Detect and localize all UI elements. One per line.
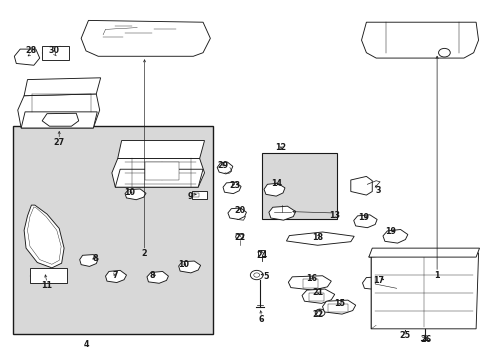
Bar	[144, 162, 178, 180]
Polygon shape	[286, 232, 353, 245]
Text: 14: 14	[270, 179, 281, 188]
Text: 2: 2	[142, 249, 147, 258]
Text: 8: 8	[149, 270, 154, 279]
Polygon shape	[42, 113, 79, 126]
Polygon shape	[217, 162, 232, 174]
Polygon shape	[362, 276, 404, 291]
Polygon shape	[302, 289, 334, 303]
Circle shape	[235, 234, 243, 239]
Polygon shape	[322, 300, 355, 314]
Text: 30: 30	[49, 46, 60, 55]
Polygon shape	[227, 208, 246, 220]
Polygon shape	[268, 206, 295, 220]
Text: 28: 28	[26, 46, 37, 55]
Circle shape	[250, 270, 263, 280]
Text: 12: 12	[275, 143, 286, 152]
Text: 26: 26	[420, 335, 431, 344]
Text: 22: 22	[311, 310, 323, 319]
Text: 18: 18	[311, 233, 323, 242]
Text: 27: 27	[54, 138, 64, 147]
Polygon shape	[14, 49, 40, 65]
Text: 16: 16	[305, 274, 317, 283]
Text: 19: 19	[385, 228, 395, 237]
Bar	[193, 193, 199, 197]
Circle shape	[253, 273, 259, 277]
Text: 17: 17	[372, 276, 383, 285]
Polygon shape	[105, 270, 126, 283]
Text: 20: 20	[234, 206, 244, 215]
Text: 19: 19	[358, 213, 369, 222]
Polygon shape	[368, 248, 479, 257]
Bar	[308, 293, 324, 301]
Text: 23: 23	[229, 181, 240, 190]
Polygon shape	[178, 261, 200, 273]
Polygon shape	[80, 255, 98, 266]
Text: 11: 11	[41, 281, 52, 290]
Text: 4: 4	[83, 341, 89, 350]
Polygon shape	[223, 182, 241, 194]
Bar	[261, 153, 336, 220]
Text: 13: 13	[328, 211, 340, 220]
Text: 3: 3	[375, 186, 381, 195]
Polygon shape	[350, 176, 371, 195]
Polygon shape	[24, 78, 101, 96]
Text: 5: 5	[263, 272, 268, 281]
Text: 8: 8	[93, 255, 99, 264]
Polygon shape	[147, 271, 168, 283]
Polygon shape	[115, 169, 203, 187]
Polygon shape	[125, 189, 146, 200]
Bar	[328, 304, 347, 312]
Bar	[30, 268, 66, 283]
Polygon shape	[21, 112, 97, 128]
Text: 29: 29	[217, 161, 228, 170]
Polygon shape	[368, 250, 478, 329]
Text: 21: 21	[311, 288, 323, 297]
Polygon shape	[24, 205, 64, 268]
Text: 15: 15	[333, 299, 345, 308]
Polygon shape	[18, 94, 100, 128]
Polygon shape	[81, 21, 210, 56]
Text: 9: 9	[188, 192, 193, 201]
Bar	[303, 279, 317, 288]
Text: 22: 22	[234, 233, 245, 242]
Text: 25: 25	[399, 332, 410, 341]
Bar	[13, 126, 212, 334]
Text: 1: 1	[433, 270, 439, 279]
Text: 10: 10	[178, 260, 189, 269]
Bar	[42, 45, 69, 60]
Text: 7: 7	[112, 270, 118, 279]
Polygon shape	[288, 276, 330, 290]
Polygon shape	[353, 215, 376, 228]
Text: 6: 6	[258, 315, 264, 324]
Polygon shape	[112, 158, 204, 187]
Bar	[257, 250, 264, 257]
Polygon shape	[118, 140, 204, 158]
Text: 24: 24	[256, 251, 266, 260]
Bar	[192, 191, 206, 199]
Circle shape	[315, 309, 325, 316]
Circle shape	[438, 48, 449, 57]
Polygon shape	[361, 22, 478, 58]
Text: 10: 10	[124, 188, 135, 197]
Polygon shape	[382, 229, 407, 243]
Polygon shape	[264, 183, 285, 196]
